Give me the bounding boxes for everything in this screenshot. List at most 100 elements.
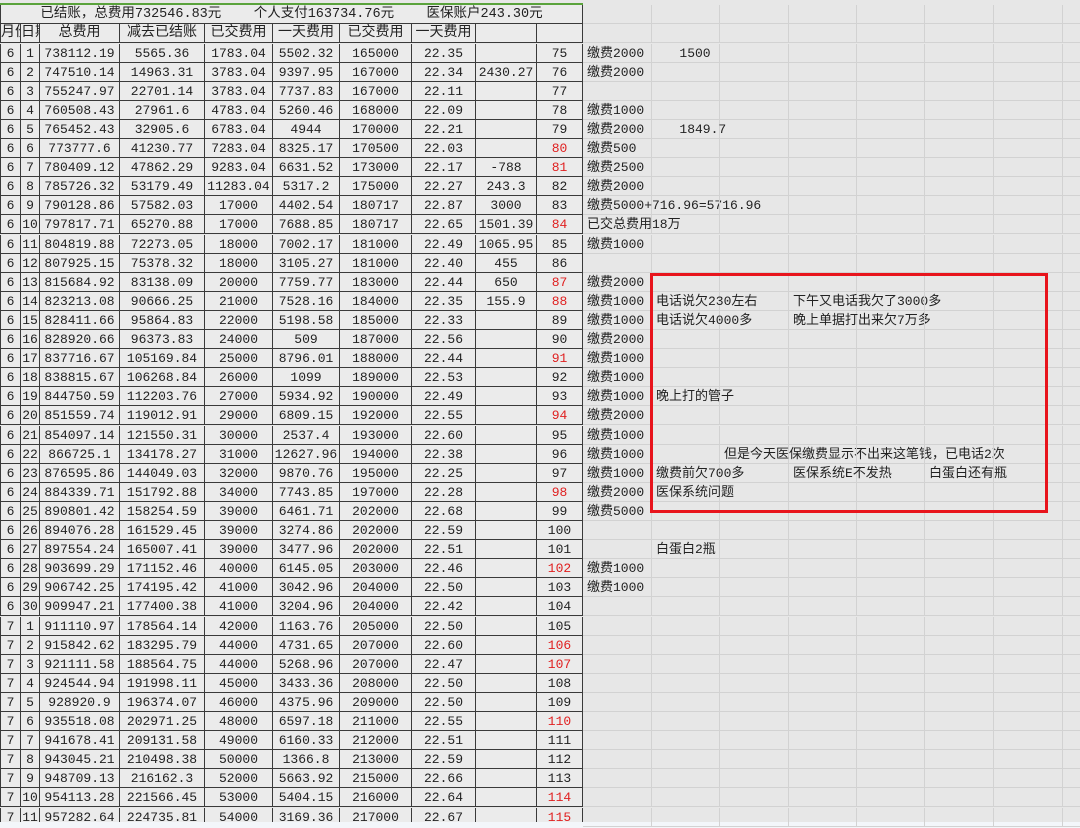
note-cell[interactable]	[652, 750, 720, 770]
note-cell[interactable]	[1063, 349, 1080, 369]
minus-settled-cell[interactable]: 90666.25	[120, 291, 205, 311]
note-cell[interactable]	[857, 368, 925, 388]
daily-cost-cell[interactable]: 3042.96	[273, 578, 340, 598]
paid-2-cell[interactable]: 180717	[340, 215, 412, 235]
note-cell[interactable]	[857, 387, 925, 407]
minus-settled-cell[interactable]: 96373.83	[120, 330, 205, 350]
paid-cell[interactable]: 39000	[205, 521, 273, 541]
note-cell[interactable]	[925, 444, 994, 464]
paid-cell[interactable]: 24000	[205, 330, 273, 350]
total-cost-cell[interactable]: 828920.66	[40, 330, 120, 350]
note-cell[interactable]	[925, 310, 994, 330]
note-cell[interactable]	[720, 769, 789, 789]
daily-cost-cell[interactable]: 7002.17	[273, 234, 340, 254]
daily-cost-2-cell[interactable]: 22.51	[412, 731, 476, 751]
note-cell[interactable]	[857, 482, 925, 502]
note-cell[interactable]	[857, 272, 925, 292]
day-cell[interactable]: 1	[21, 616, 40, 636]
note-cell[interactable]	[994, 807, 1063, 827]
day-number-cell[interactable]: 84	[537, 215, 583, 235]
paid-2-cell[interactable]: 189000	[340, 368, 412, 388]
note-cell[interactable]	[994, 406, 1063, 426]
day-cell[interactable]: 19	[21, 387, 40, 407]
note-cell[interactable]	[789, 425, 857, 445]
note-cell[interactable]	[994, 100, 1063, 120]
note-cell[interactable]	[720, 158, 789, 178]
minus-settled-cell[interactable]: 47862.29	[120, 158, 205, 178]
extra-cell[interactable]: 3000	[476, 196, 537, 216]
note-cell[interactable]	[720, 234, 789, 254]
daily-cost-2-cell[interactable]: 22.50	[412, 673, 476, 693]
day-number-cell[interactable]: 101	[537, 540, 583, 560]
month-cell[interactable]: 7	[0, 731, 21, 751]
note-cell[interactable]	[652, 272, 720, 292]
extra-cell[interactable]	[476, 444, 537, 464]
note-cell[interactable]	[1063, 273, 1080, 292]
daily-cost-cell[interactable]: 7528.16	[273, 291, 340, 311]
extra-cell[interactable]	[476, 673, 537, 693]
note-cell[interactable]	[994, 291, 1063, 311]
paid-cell[interactable]: 17000	[205, 196, 273, 216]
note-cell[interactable]	[994, 692, 1063, 712]
minus-settled-cell[interactable]: 202971.25	[120, 712, 205, 732]
day-number-cell[interactable]: 99	[537, 501, 583, 521]
note-cell[interactable]	[720, 196, 789, 216]
note-cell[interactable]	[1063, 177, 1080, 197]
paid-cell[interactable]: 52000	[205, 769, 273, 789]
paid-cell[interactable]: 20000	[205, 272, 273, 292]
total-cost-cell[interactable]: 797817.71	[40, 215, 120, 235]
day-number-cell[interactable]: 113	[537, 769, 583, 789]
note-cell[interactable]	[857, 521, 925, 541]
month-cell[interactable]: 6	[0, 100, 21, 120]
paid-cell[interactable]: 50000	[205, 750, 273, 770]
note-cell[interactable]	[994, 521, 1063, 541]
note-cell[interactable]	[789, 712, 857, 732]
daily-cost-cell[interactable]: 5317.2	[273, 177, 340, 197]
day-number-cell[interactable]: 109	[537, 692, 583, 712]
paid-2-cell[interactable]: 202000	[340, 501, 412, 521]
note-cell[interactable]	[925, 5, 994, 24]
extra-cell[interactable]	[476, 578, 537, 598]
total-cost-cell[interactable]: 823213.08	[40, 291, 120, 311]
note-cell[interactable]	[720, 139, 789, 159]
note-cell[interactable]	[994, 253, 1063, 273]
note-cell[interactable]	[925, 368, 994, 388]
note-cell[interactable]	[857, 616, 925, 636]
daily-cost-2-cell[interactable]: 22.50	[412, 578, 476, 598]
extra-cell[interactable]	[476, 788, 537, 808]
note-cell[interactable]	[720, 788, 789, 808]
minus-settled-cell[interactable]: 178564.14	[120, 616, 205, 636]
note-cell[interactable]	[652, 769, 720, 789]
column-header-month[interactable]: 月份	[0, 24, 21, 44]
day-number-cell[interactable]: 76	[537, 62, 583, 82]
paid-2-cell[interactable]: 217000	[340, 807, 412, 827]
minus-settled-cell[interactable]: 57582.03	[120, 196, 205, 216]
paid-2-cell[interactable]: 185000	[340, 310, 412, 330]
paid-2-cell[interactable]: 183000	[340, 272, 412, 292]
month-cell[interactable]: 6	[0, 119, 21, 139]
paid-cell[interactable]: 18000	[205, 234, 273, 254]
note-cell[interactable]	[925, 635, 994, 655]
note-cell[interactable]	[720, 654, 789, 674]
day-cell[interactable]: 17	[21, 349, 40, 369]
day-cell[interactable]: 7	[21, 731, 40, 751]
minus-settled-cell[interactable]: 161529.45	[120, 521, 205, 541]
day-number-cell[interactable]: 112	[537, 750, 583, 770]
note-cell[interactable]	[1063, 617, 1080, 636]
note-cell[interactable]	[857, 750, 925, 770]
note-cell[interactable]	[789, 750, 857, 770]
note-cell[interactable]	[652, 368, 720, 388]
note-cell[interactable]	[789, 24, 857, 44]
note-cell[interactable]	[583, 788, 652, 808]
note-cell[interactable]	[652, 731, 720, 751]
note-cell[interactable]	[857, 788, 925, 808]
total-cost-cell[interactable]: 890801.42	[40, 501, 120, 521]
note-cell[interactable]	[652, 673, 720, 693]
note-cell[interactable]	[652, 559, 720, 579]
day-number-cell[interactable]: 93	[537, 387, 583, 407]
note-cell[interactable]	[857, 559, 925, 579]
day-number-cell[interactable]: 86	[537, 253, 583, 273]
minus-settled-cell[interactable]: 183295.79	[120, 635, 205, 655]
day-number-cell[interactable]: 102	[537, 559, 583, 579]
note-cell[interactable]	[720, 463, 789, 483]
